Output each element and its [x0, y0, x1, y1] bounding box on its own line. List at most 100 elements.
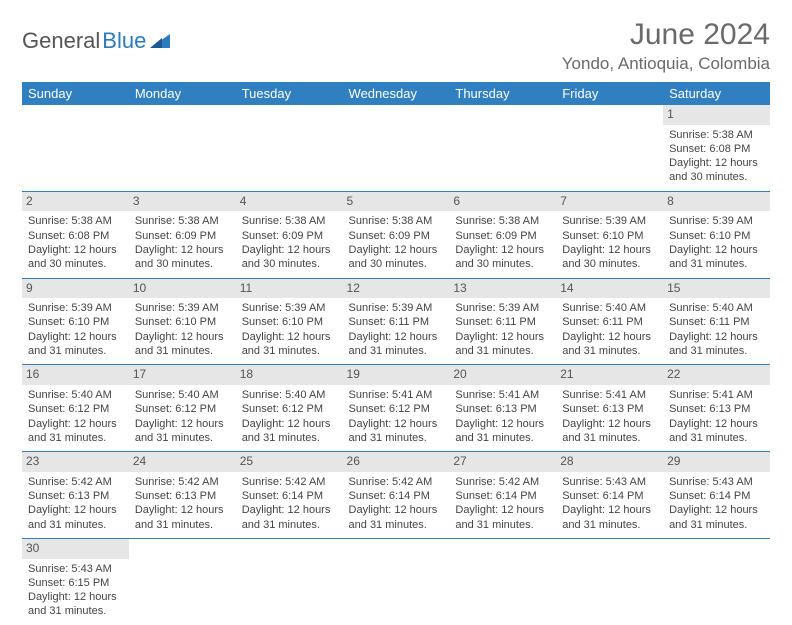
sunset-text: Sunset: 6:09 PM [135, 229, 230, 243]
sunset-text: Sunset: 6:13 PM [455, 402, 550, 416]
sunset-text: Sunset: 6:15 PM [28, 576, 123, 590]
sunset-text: Sunset: 6:09 PM [349, 229, 444, 243]
sunrise-text: Sunrise: 5:43 AM [669, 475, 764, 489]
daylight-text: Daylight: 12 hours [562, 417, 657, 431]
daylight-text: Daylight: 12 hours [455, 503, 550, 517]
sunset-text: Sunset: 6:14 PM [562, 489, 657, 503]
sunrise-text: Sunrise: 5:38 AM [242, 214, 337, 228]
calendar-day-cell: 22Sunrise: 5:41 AMSunset: 6:13 PMDayligh… [663, 365, 770, 452]
calendar-table: Sunday Monday Tuesday Wednesday Thursday… [22, 82, 770, 625]
calendar-day-cell: 27Sunrise: 5:42 AMSunset: 6:14 PMDayligh… [449, 452, 556, 539]
calendar-day-cell: 21Sunrise: 5:41 AMSunset: 6:13 PMDayligh… [556, 365, 663, 452]
daylight-text: and 31 minutes. [135, 431, 230, 445]
day-number: 14 [556, 279, 663, 299]
sunset-text: Sunset: 6:11 PM [562, 315, 657, 329]
weekday-header-row: Sunday Monday Tuesday Wednesday Thursday… [22, 82, 770, 105]
sunrise-text: Sunrise: 5:39 AM [669, 214, 764, 228]
daylight-text: Daylight: 12 hours [135, 330, 230, 344]
sunrise-text: Sunrise: 5:42 AM [135, 475, 230, 489]
brand-text-blue: Blue [102, 28, 146, 54]
sunrise-text: Sunrise: 5:42 AM [455, 475, 550, 489]
daylight-text: Daylight: 12 hours [455, 243, 550, 257]
calendar-day-cell: 28Sunrise: 5:43 AMSunset: 6:14 PMDayligh… [556, 452, 663, 539]
calendar-day-cell: 17 Sunrise: 5:40 AMSunset: 6:12 PMDayligh… [129, 365, 236, 452]
calendar-day-cell [343, 105, 450, 191]
title-block: June 2024 Yondo, Antioquia, Colombia [562, 18, 770, 74]
day-number: 27 [449, 452, 556, 472]
day-number: 28 [556, 452, 663, 472]
daylight-text: and 31 minutes. [242, 431, 337, 445]
daylight-text: and 30 minutes. [28, 257, 123, 271]
sunset-text: Sunset: 6:13 PM [28, 489, 123, 503]
day-number: 24 [129, 452, 236, 472]
sunrise-text: Sunrise: 5:39 AM [455, 301, 550, 315]
sunrise-text: Sunrise: 5:38 AM [669, 128, 764, 142]
day-number: 7 [556, 192, 663, 212]
calendar-week-row: 1Sunrise: 5:38 AMSunset: 6:08 PMDaylight… [22, 105, 770, 191]
daylight-text: Daylight: 12 hours [562, 503, 657, 517]
daylight-text: and 31 minutes. [349, 518, 444, 532]
daylight-text: Daylight: 12 hours [669, 503, 764, 517]
sunset-text: Sunset: 6:14 PM [669, 489, 764, 503]
day-number: 23 [22, 452, 129, 472]
header-bar: General Blue June 2024 Yondo, Antioquia,… [22, 18, 770, 74]
sunset-text: Sunset: 6:12 PM [135, 402, 230, 416]
daylight-text: Daylight: 12 hours [562, 243, 657, 257]
day-number: 25 [236, 452, 343, 472]
calendar-day-cell: 5Sunrise: 5:38 AMSunset: 6:09 PMDaylight… [343, 191, 450, 278]
daylight-text: Daylight: 12 hours [135, 417, 230, 431]
sunrise-text: Sunrise: 5:40 AM [135, 388, 230, 402]
calendar-week-row: 23Sunrise: 5:42 AMSunset: 6:13 PMDayligh… [22, 452, 770, 539]
day-number: 2 [22, 192, 129, 212]
brand-logo: General Blue [22, 18, 172, 54]
calendar-day-cell [22, 105, 129, 191]
daylight-text: Daylight: 12 hours [669, 417, 764, 431]
daylight-text: and 30 minutes. [349, 257, 444, 271]
calendar-day-cell: 29Sunrise: 5:43 AMSunset: 6:14 PMDayligh… [663, 452, 770, 539]
day-number: 10 [129, 279, 236, 299]
daylight-text: Daylight: 12 hours [669, 330, 764, 344]
sunset-text: Sunset: 6:08 PM [28, 229, 123, 243]
sunrise-text: Sunrise: 5:38 AM [135, 214, 230, 228]
daylight-text: Daylight: 12 hours [349, 330, 444, 344]
calendar-day-cell: 14Sunrise: 5:40 AMSunset: 6:11 PMDayligh… [556, 278, 663, 365]
sunrise-text: Sunrise: 5:41 AM [669, 388, 764, 402]
sunrise-text: Sunrise: 5:39 AM [242, 301, 337, 315]
sunrise-text: Sunrise: 5:42 AM [242, 475, 337, 489]
day-number: 8 [663, 192, 770, 212]
sail-icon [150, 32, 172, 50]
sunrise-text: Sunrise: 5:42 AM [349, 475, 444, 489]
daylight-text: and 31 minutes. [669, 344, 764, 358]
daylight-text: and 31 minutes. [562, 518, 657, 532]
weekday-header: Wednesday [343, 82, 450, 105]
daylight-text: and 31 minutes. [242, 344, 337, 358]
weekday-header: Monday [129, 82, 236, 105]
daylight-text: Daylight: 12 hours [28, 243, 123, 257]
daylight-text: Daylight: 12 hours [242, 417, 337, 431]
day-number: 13 [449, 279, 556, 299]
calendar-week-row: 2Sunrise: 5:38 AMSunset: 6:08 PMDaylight… [22, 191, 770, 278]
day-number: 17 [129, 365, 236, 385]
daylight-text: Daylight: 12 hours [669, 156, 764, 170]
day-number: 11 [236, 279, 343, 299]
daylight-text: Daylight: 12 hours [28, 590, 123, 604]
day-number: 3 [129, 192, 236, 212]
day-number: 15 [663, 279, 770, 299]
calendar-week-row: 16Sunrise: 5:40 AMSunset: 6:12 PMDayligh… [22, 365, 770, 452]
day-number: 18 [236, 365, 343, 385]
day-number: 16 [22, 365, 129, 385]
daylight-text: Daylight: 12 hours [28, 503, 123, 517]
calendar-day-cell: 12Sunrise: 5:39 AMSunset: 6:11 PMDayligh… [343, 278, 450, 365]
daylight-text: Daylight: 12 hours [242, 503, 337, 517]
daylight-text: and 30 minutes. [669, 170, 764, 184]
calendar-day-cell: 18Sunrise: 5:40 AMSunset: 6:12 PMDayligh… [236, 365, 343, 452]
brand-text-general: General [22, 28, 100, 54]
day-number: 30 [22, 539, 129, 559]
sunset-text: Sunset: 6:11 PM [669, 315, 764, 329]
sunrise-text: Sunrise: 5:43 AM [28, 562, 123, 576]
month-year: June 2024 [562, 18, 770, 52]
daylight-text: Daylight: 12 hours [562, 330, 657, 344]
sunrise-text: Sunrise: 5:38 AM [28, 214, 123, 228]
daylight-text: Daylight: 12 hours [242, 243, 337, 257]
sunrise-text: Sunrise: 5:40 AM [28, 388, 123, 402]
